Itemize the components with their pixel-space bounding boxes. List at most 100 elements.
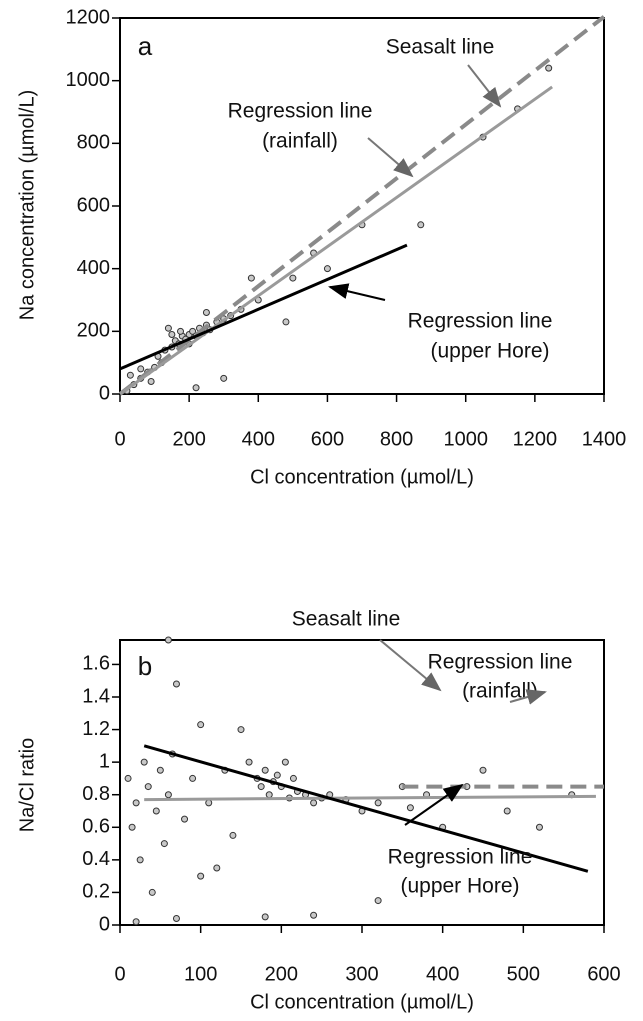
y-tick-label: 0.4: [82, 848, 110, 870]
data-point: [168, 330, 176, 338]
data-point: [189, 774, 197, 782]
data-point: [406, 804, 414, 812]
arrow: [467, 64, 502, 108]
y-tick-label: 800: [77, 132, 110, 154]
y-tick-label: 1.2: [82, 718, 110, 740]
annotation: Seasalt line: [292, 608, 401, 631]
data-point: [132, 918, 140, 926]
x-axis-label: Cl concentration (µmol/L): [250, 991, 474, 1013]
data-point: [247, 274, 255, 282]
y-axis-label: Na concentration (µmol/L): [16, 90, 38, 321]
data-point: [273, 771, 281, 779]
arrow: [404, 783, 464, 826]
y-tick-label: 0.6: [82, 816, 110, 838]
data-point: [126, 371, 134, 379]
data-point: [172, 680, 180, 688]
data-point: [148, 888, 156, 896]
y-tick-label: 0.2: [82, 881, 110, 903]
x-tick-label: 0: [114, 428, 125, 450]
data-point: [177, 327, 184, 335]
data-point: [128, 823, 136, 831]
data-point: [417, 221, 425, 229]
data-point: [172, 914, 180, 922]
data-point: [282, 318, 290, 326]
data-point: [156, 766, 164, 774]
annotation: Seasalt line: [386, 36, 495, 59]
arrow: [367, 137, 414, 178]
data-point: [137, 365, 145, 373]
data-point: [152, 807, 160, 815]
y-tick-label: 400: [77, 257, 110, 279]
data-point: [323, 265, 331, 273]
data-point: [189, 327, 197, 335]
y-axis-label: Na/Cl ratio: [16, 738, 38, 832]
arrow: [379, 639, 442, 692]
data-point: [261, 913, 269, 921]
y-tick-label: 0: [99, 913, 110, 935]
data-point: [257, 783, 265, 791]
regression-line: [119, 243, 408, 371]
x-tick-label: 400: [426, 963, 459, 985]
data-point: [245, 758, 253, 766]
x-tick-label: 200: [265, 963, 298, 985]
annotation: Regression line: [408, 310, 553, 333]
scatter-panel: 0 100 200 300 400 500 600 0 0.2 0.4 0.6 0.8 1 1.2 1.4 1…: [16, 608, 620, 1014]
x-tick-label: 100: [184, 963, 217, 985]
y-tick-label: 1.6: [82, 653, 110, 675]
data-point: [132, 799, 140, 807]
data-point: [374, 799, 382, 807]
panel-label: a: [138, 31, 153, 61]
data-point: [310, 799, 318, 807]
data-point: [140, 758, 148, 766]
y-tick-label: 1000: [66, 69, 111, 91]
regression-line: [118, 15, 606, 396]
data-point: [545, 64, 553, 72]
regression-line: [143, 744, 589, 873]
annotation: (rainfall): [462, 680, 538, 703]
regression-line: [144, 794, 596, 802]
scatter-panel: 0 200 400 600 800 1000 1200 1400 0 200 400 600 800 10…: [16, 6, 626, 488]
data-point: [202, 309, 210, 317]
data-point: [289, 774, 297, 782]
x-tick-label: 1400: [582, 428, 627, 450]
data-point: [164, 324, 172, 332]
annotation: Regression line: [428, 651, 573, 674]
x-tick-label: 400: [242, 428, 275, 450]
data-point: [479, 766, 487, 774]
x-tick-label: 800: [380, 428, 413, 450]
data-point: [164, 636, 172, 644]
data-point: [310, 911, 318, 919]
plot-frame: [119, 17, 605, 395]
annotation: (upper Hore): [430, 340, 549, 363]
annotation: Regression line: [228, 100, 373, 123]
data-point: [181, 815, 189, 823]
x-tick-label: 1000: [443, 428, 488, 450]
data-point: [213, 864, 221, 872]
y-tick-label: 1: [99, 750, 110, 772]
data-point: [136, 856, 144, 864]
data-point: [197, 721, 205, 729]
data-point: [160, 840, 168, 848]
y-tick-label: 0: [99, 382, 110, 404]
y-tick-label: 1.4: [82, 685, 110, 707]
x-tick-label: 0: [114, 963, 125, 985]
x-tick-label: 600: [311, 428, 344, 450]
y-tick-label: 600: [77, 194, 110, 216]
y-tick-label: 0.8: [82, 783, 110, 805]
data-point: [164, 791, 172, 799]
x-tick-label: 200: [172, 428, 205, 450]
plot-frame: [119, 639, 605, 926]
data-point: [535, 823, 543, 831]
data-point: [192, 384, 200, 392]
x-tick-label: 300: [345, 963, 378, 985]
x-axis-label: Cl concentration (µmol/L): [250, 466, 474, 488]
panel-label: b: [138, 651, 152, 681]
data-point: [281, 758, 289, 766]
data-point: [289, 274, 297, 282]
y-tick-label: 1200: [66, 6, 111, 28]
x-tick-label: 1200: [513, 428, 558, 450]
x-tick-label: 500: [507, 963, 540, 985]
annotation: Regression line: [388, 846, 533, 869]
data-point: [503, 807, 511, 815]
